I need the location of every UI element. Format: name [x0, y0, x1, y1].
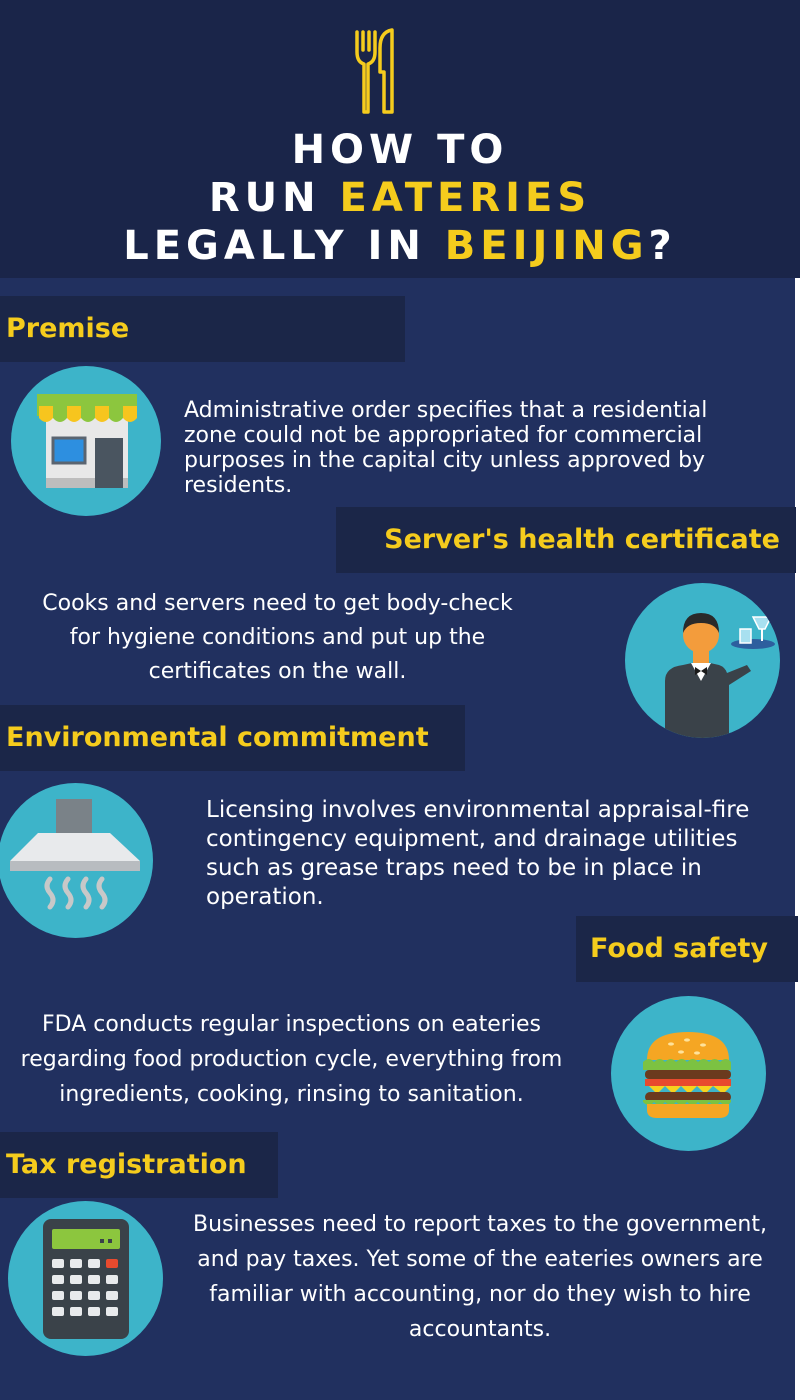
page-title: HOW TO RUN EATERIES LEGALLY IN BEIJING?: [0, 126, 800, 270]
burger-icon: [611, 996, 766, 1151]
section-heading-health-certificate: Server's health certificate: [336, 507, 796, 573]
calculator-icon: [8, 1201, 163, 1356]
title-line-2: RUN EATERIES: [208, 175, 592, 221]
title-line-1: HOW TO: [291, 127, 509, 173]
section-heading-food-safety: Food safety: [576, 916, 798, 982]
storefront-icon: [11, 366, 161, 516]
section-text-environmental: Licensing involves environmental apprais…: [206, 797, 750, 910]
section-text-health-certificate: Cooks and servers need to get body-check…: [42, 591, 513, 684]
title-line-3: LEGALLY IN BEIJING?: [123, 223, 677, 269]
section-text-tax-registration: Businesses need to report taxes to the g…: [193, 1212, 767, 1342]
section-text-premise: Administrative order specifies that a re…: [184, 398, 708, 498]
header-banner: HOW TO RUN EATERIES LEGALLY IN BEIJING?: [0, 0, 800, 278]
section-heading-environmental: Environmental commitment: [0, 705, 465, 771]
fork-knife-icon: [350, 26, 400, 118]
section-heading-premise: Premise: [0, 296, 405, 362]
section-heading-tax-registration: Tax registration: [0, 1132, 278, 1198]
waiter-icon: [625, 583, 780, 738]
right-edge-strip: [795, 278, 800, 1400]
range-hood-icon: [0, 783, 153, 938]
section-text-food-safety: FDA conducts regular inspections on eate…: [20, 1012, 563, 1107]
